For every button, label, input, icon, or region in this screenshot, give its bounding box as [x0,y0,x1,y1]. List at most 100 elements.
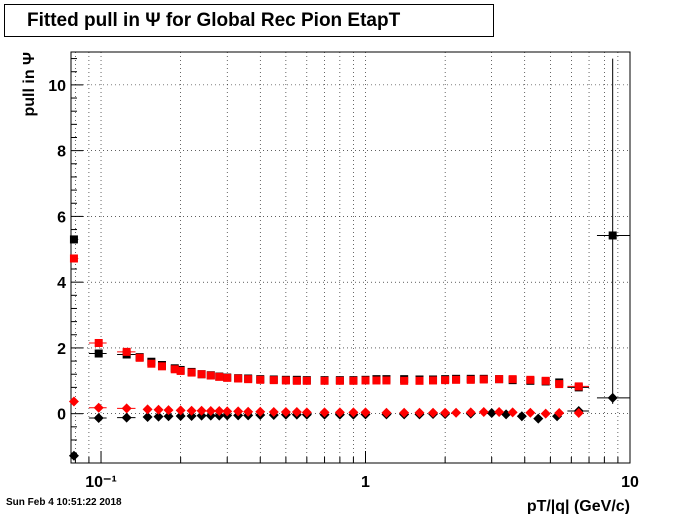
square-marker [157,362,166,371]
timestamp: Sun Feb 4 10:51:22 2018 [6,497,122,508]
square-marker [541,376,550,385]
square-marker [170,365,179,374]
square-marker [292,376,301,385]
square-marker [429,376,438,385]
diamond-marker [121,403,132,414]
diamond-marker [222,406,233,417]
square-marker [281,376,290,385]
data-points [68,58,630,461]
diamond-marker [153,411,164,422]
diamond-marker [93,412,104,423]
diamond-marker [319,407,330,418]
square-marker [361,376,370,385]
square-marker [94,338,103,347]
diamond-marker [121,412,132,423]
diamond-marker [554,408,565,419]
diamond-marker [175,410,186,421]
chart-title: Fitted pull in Ψ for Global Rec Pion Eta… [4,4,494,37]
square-marker [608,231,617,240]
square-marker [244,375,253,384]
diamond-marker [573,408,584,419]
square-marker [269,376,278,385]
diamond-marker [451,407,462,418]
square-marker [382,376,391,385]
y-tick-label: 4 [57,275,66,292]
square-marker [452,375,461,384]
square-marker [176,366,185,375]
diamond-marker [360,407,371,418]
y-tick-label: 10 [48,78,66,95]
square-marker [187,368,196,377]
plot-frame [70,51,631,464]
diamond-marker [494,407,505,418]
square-marker [335,376,344,385]
square-marker [466,375,475,384]
square-marker [495,375,504,384]
axes: 10⁻¹ 1 10 0 2 4 6 8 10 [48,58,639,491]
square-marker [197,370,206,379]
square-marker [147,359,156,368]
diamond-marker [93,402,104,413]
square-marker [320,376,329,385]
square-marker [135,353,144,362]
square-marker [122,347,131,356]
x-tick-label: 10 [621,474,639,491]
diamond-marker [163,405,174,416]
diamond-marker [214,406,225,417]
diamond-marker [280,407,291,418]
diamond-marker [291,407,302,418]
y-tick-label: 6 [57,209,66,226]
square-marker [69,235,78,244]
x-tick-label: 1 [361,474,370,491]
diamond-marker [348,407,359,418]
square-marker [302,376,311,385]
square-marker [441,376,450,385]
y-axis-label: pull in Ψ [21,52,38,117]
square-marker [555,380,564,389]
diamond-marker [163,411,174,422]
diamond-marker [381,407,392,418]
square-marker [94,349,103,358]
grid [71,52,631,463]
y-tick-label: 0 [57,407,66,424]
diamond-marker [486,408,497,419]
diamond-marker [68,450,79,461]
diamond-marker [465,407,476,418]
diamond-marker [478,407,489,418]
diamond-marker [196,405,207,416]
diamond-marker [525,407,536,418]
square-marker [479,375,488,384]
square-marker [256,375,265,384]
square-marker [349,376,358,385]
diamond-marker [301,407,312,418]
x-tick-label: 10⁻¹ [85,474,117,491]
y-tick-label: 2 [57,341,66,358]
square-marker [223,373,232,382]
diamond-marker [205,406,216,417]
square-marker [526,375,535,384]
diamond-marker [142,411,153,422]
diamond-marker [255,406,266,417]
diamond-marker [334,407,345,418]
square-marker [215,372,224,381]
diamond-marker [68,396,79,407]
diamond-marker [533,413,544,424]
diamond-marker [414,407,425,418]
diamond-marker [440,407,451,418]
square-marker [206,371,215,380]
diamond-marker [399,407,410,418]
diamond-marker [607,392,618,403]
diamond-marker [186,405,197,416]
diamond-marker [142,404,153,415]
y-tick-label: 8 [57,144,66,161]
diamond-marker [233,406,244,417]
diamond-marker [243,406,254,417]
diamond-marker [268,407,279,418]
diamond-marker [516,411,527,422]
square-marker [415,376,424,385]
square-marker [372,376,381,385]
diamond-marker [153,404,164,415]
square-marker [508,375,517,384]
square-marker [234,374,243,383]
